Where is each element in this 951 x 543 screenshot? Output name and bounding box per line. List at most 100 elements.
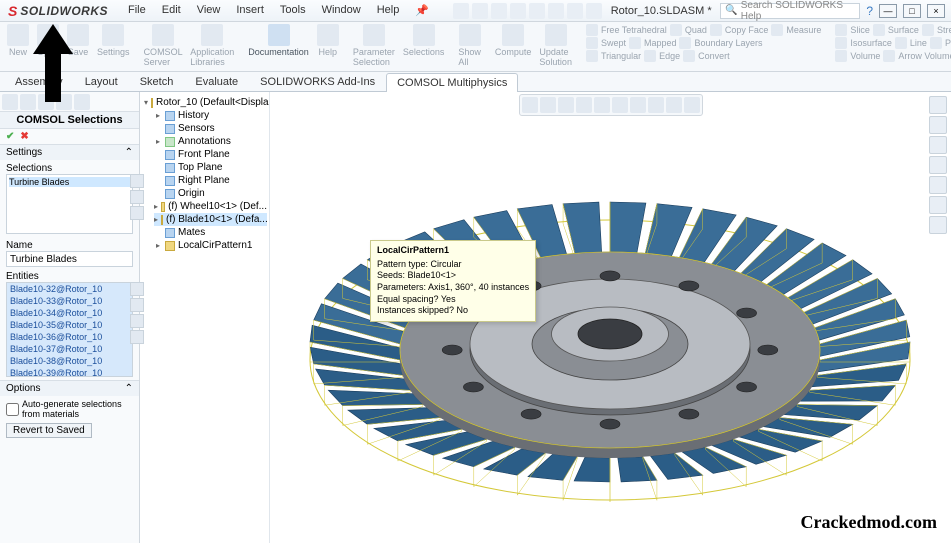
bl-icon[interactable] — [679, 37, 691, 49]
lp-tab1-icon[interactable] — [2, 94, 18, 110]
vt-pan-icon[interactable] — [540, 97, 556, 113]
swept-icon[interactable] — [586, 37, 598, 49]
tree-item[interactable]: Front Plane — [154, 148, 267, 161]
copyface-icon[interactable] — [710, 24, 722, 36]
revert-button[interactable]: Revert to Saved — [6, 423, 92, 438]
tree-item[interactable]: ▸History — [154, 109, 267, 122]
ent-t2-icon[interactable] — [130, 298, 144, 312]
tab-addins[interactable]: SOLIDWORKS Add-Ins — [249, 72, 386, 91]
qa-print-icon[interactable] — [510, 3, 526, 19]
tab-layout[interactable]: Layout — [74, 72, 129, 91]
edge-icon[interactable] — [644, 50, 656, 62]
qa-save-icon[interactable] — [491, 3, 507, 19]
ribbon-comsol-server[interactable]: COMSOL Server — [141, 24, 186, 67]
ent-t4-icon[interactable] — [130, 330, 144, 344]
ribbon-selections[interactable]: Selections — [400, 24, 448, 57]
copy-sel-icon[interactable] — [130, 206, 144, 220]
tab-evaluate[interactable]: Evaluate — [184, 72, 249, 91]
menu-insert[interactable]: Insert — [228, 1, 272, 20]
selections-list[interactable]: Turbine Blades — [6, 174, 133, 234]
vrt-1-icon[interactable] — [929, 96, 947, 114]
ent-t1-icon[interactable] — [130, 282, 144, 296]
tree-item[interactable]: Origin — [154, 187, 267, 200]
tab-comsol[interactable]: COMSOL Multiphysics — [386, 73, 518, 92]
viewport[interactable]: LocalCirPattern1 Pattern type: Circular … — [270, 92, 951, 543]
qa-open-icon[interactable] — [472, 3, 488, 19]
ok-button[interactable]: ✔ — [6, 131, 14, 142]
vt-wire-icon[interactable] — [648, 97, 664, 113]
mapped-icon[interactable] — [629, 37, 641, 49]
vt-fit-icon[interactable] — [576, 97, 592, 113]
tab-sketch[interactable]: Sketch — [129, 72, 185, 91]
window-restore-button[interactable]: □ — [903, 4, 921, 18]
collapse-icon[interactable]: ⌃ — [125, 147, 133, 158]
tri-icon[interactable] — [586, 50, 598, 62]
vt-section-icon[interactable] — [666, 97, 682, 113]
entity-item[interactable]: Blade10-35@Rotor_10 — [7, 319, 132, 331]
menu-edit[interactable]: Edit — [154, 1, 189, 20]
qa-rebuild-icon[interactable] — [567, 3, 583, 19]
menu-tools[interactable]: Tools — [272, 1, 314, 20]
menu-pin-icon[interactable]: 📌 — [407, 1, 437, 20]
add-sel-icon[interactable] — [130, 174, 144, 188]
tree-item[interactable]: ▸(f) Blade10<1> (Defa... — [154, 213, 267, 226]
ribbon-showall[interactable]: Show All — [455, 24, 484, 67]
menu-help[interactable]: Help — [369, 1, 408, 20]
entity-item[interactable]: Blade10-34@Rotor_10 — [7, 307, 132, 319]
selection-item[interactable]: Turbine Blades — [9, 177, 130, 187]
vt-rotate-icon[interactable] — [558, 97, 574, 113]
search-help-input[interactable]: 🔍 Search SOLIDWORKS Help — [720, 3, 860, 19]
ent-t3-icon[interactable] — [130, 314, 144, 328]
entity-item[interactable]: Blade10-39@Rotor_10 — [7, 367, 132, 377]
volume-icon[interactable] — [835, 50, 847, 62]
qa-redo-icon[interactable] — [548, 3, 564, 19]
entity-item[interactable]: Blade10-33@Rotor_10 — [7, 295, 132, 307]
quad-icon[interactable] — [670, 24, 682, 36]
tree-item[interactable]: ▸Annotations — [154, 135, 267, 148]
entities-list[interactable]: Blade10-32@Rotor_10Blade10-33@Rotor_10Bl… — [6, 282, 133, 377]
tree-item[interactable]: Mates — [154, 226, 267, 239]
tree-item[interactable]: Sensors — [154, 122, 267, 135]
line-icon[interactable] — [895, 37, 907, 49]
tree-item[interactable]: ▸LocalCirPattern1 — [154, 239, 267, 252]
ribbon-app-lib[interactable]: Application Libraries — [187, 24, 237, 67]
vt-zoom-icon[interactable] — [522, 97, 538, 113]
qa-undo-icon[interactable] — [529, 3, 545, 19]
slice-icon[interactable] — [835, 24, 847, 36]
tree-item[interactable]: Right Plane — [154, 174, 267, 187]
entity-item[interactable]: Blade10-32@Rotor_10 — [7, 283, 132, 295]
ribbon-compute[interactable]: Compute — [492, 24, 535, 57]
arrowvol-icon[interactable] — [883, 50, 895, 62]
autogen-checkbox[interactable]: Auto-generate selections from materials — [6, 399, 133, 419]
vt-front-icon[interactable] — [594, 97, 610, 113]
vt-shade-icon[interactable] — [630, 97, 646, 113]
feature-tree[interactable]: ▾Rotor_10 (Default<Displa... ▸HistorySen… — [142, 96, 267, 252]
qa-new-icon[interactable] — [453, 3, 469, 19]
tree-item[interactable]: Top Plane — [154, 161, 267, 174]
tree-root[interactable]: Rotor_10 (Default<Displa... — [156, 97, 270, 108]
entity-item[interactable]: Blade10-38@Rotor_10 — [7, 355, 132, 367]
ribbon-update[interactable]: Update Solution — [536, 24, 575, 67]
ribbon-param-sel[interactable]: Parameter Selection — [350, 24, 398, 67]
menu-view[interactable]: View — [189, 1, 229, 20]
ribbon-settings[interactable]: Settings — [94, 24, 133, 57]
help-icon[interactable]: ? — [866, 4, 873, 18]
tet-icon[interactable] — [586, 24, 598, 36]
entity-item[interactable]: Blade10-37@Rotor_10 — [7, 343, 132, 355]
menu-window[interactable]: Window — [314, 1, 369, 20]
measure-icon[interactable] — [771, 24, 783, 36]
vt-more-icon[interactable] — [684, 97, 700, 113]
del-sel-icon[interactable] — [130, 190, 144, 204]
vt-iso-icon[interactable] — [612, 97, 628, 113]
streamline-icon[interactable] — [922, 24, 934, 36]
cancel-button[interactable]: ✖ — [20, 131, 28, 142]
player-icon[interactable] — [930, 37, 942, 49]
menu-file[interactable]: File — [120, 1, 154, 20]
tree-item[interactable]: ▸(f) Wheel10<1> (Def... — [154, 200, 267, 213]
surface-icon[interactable] — [873, 24, 885, 36]
window-close-button[interactable]: × — [927, 4, 945, 18]
ribbon-help[interactable]: Help — [314, 24, 342, 57]
qa-options-icon[interactable] — [586, 3, 602, 19]
iso-icon[interactable] — [835, 37, 847, 49]
entity-item[interactable]: Blade10-36@Rotor_10 — [7, 331, 132, 343]
